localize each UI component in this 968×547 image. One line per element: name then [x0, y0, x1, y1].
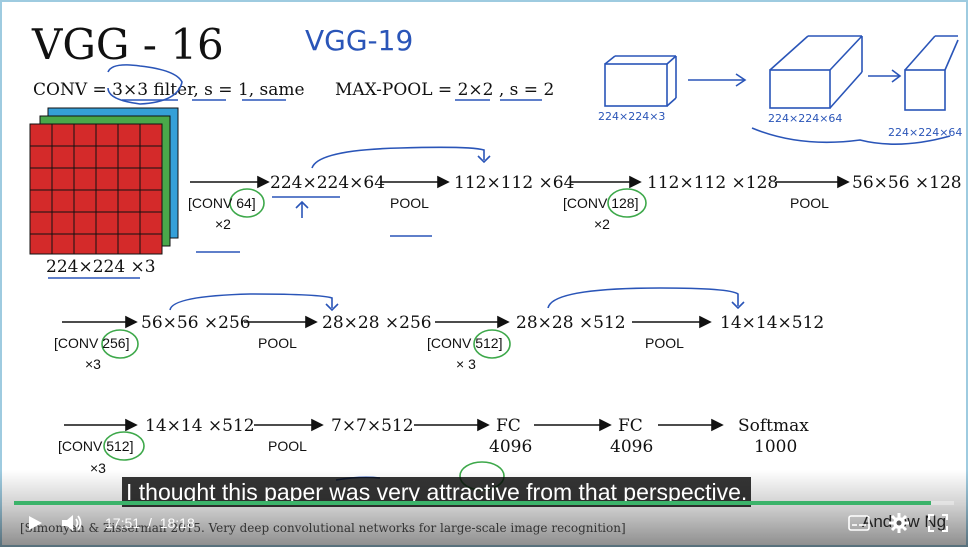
row1-v1: 224×224×64: [270, 173, 386, 193]
slide-title: VGG - 16: [32, 20, 224, 69]
row1-v3: 112×112 ×128: [647, 173, 779, 193]
handwritten-vgg19: VGG-19: [305, 24, 414, 57]
time-display: 17:51 / 18:18: [105, 515, 195, 531]
conv-rule: CONV = 3×3 filter, s = 1, same: [33, 80, 305, 100]
pool-rule: MAX-POOL = 2×2 , s = 2: [335, 80, 555, 100]
volume-icon[interactable]: [60, 512, 84, 534]
row2-v4: 14×14×512: [720, 313, 825, 333]
row3-fc2-units: 4096: [610, 437, 654, 457]
row2-rep-b: × 3: [456, 356, 476, 372]
row2-conv-a: [CONV 256]: [54, 335, 130, 351]
row1-pool-b: POOL: [790, 195, 829, 211]
row2-rep-a: ×3: [85, 356, 101, 372]
row1-conv-a: [CONV 64]: [188, 195, 256, 211]
time-separator: /: [147, 515, 152, 531]
play-icon[interactable]: [26, 513, 44, 533]
row3-fc1: FC: [496, 416, 521, 436]
progress-fill: [14, 501, 931, 505]
fullscreen-icon[interactable]: [928, 514, 948, 532]
row3-pool-a: POOL: [268, 438, 307, 454]
row2-pool-b: POOL: [645, 335, 684, 351]
row1-v4: 56×56 ×128: [852, 173, 962, 193]
current-time: 17:51: [105, 515, 141, 531]
sketch-label-2: 224×224×64: [768, 112, 843, 125]
settings-icon[interactable]: [888, 512, 910, 534]
subtitles-icon[interactable]: [848, 515, 870, 531]
row2-v2: 28×28 ×256: [322, 313, 432, 333]
row1-conv-b: [CONV 128]: [563, 195, 639, 211]
row3-softmax: Softmax: [738, 416, 809, 436]
row3-v2: 7×7×512: [331, 416, 414, 436]
row3-softmax-units: 1000: [754, 437, 798, 457]
row1-v2: 112×112 ×64: [454, 173, 575, 193]
row3-fc2: FC: [618, 416, 643, 436]
row3-conv-a: [CONV 512]: [58, 438, 134, 454]
progress-bar[interactable]: [14, 501, 954, 505]
input-size-label: 224×224 ×3: [46, 257, 156, 277]
row2-v1: 56×56 ×256: [141, 313, 251, 333]
row2-pool-a: POOL: [258, 335, 297, 351]
row3-fc1-units: 4096: [489, 437, 533, 457]
row2-conv-b: [CONV 512]: [427, 335, 503, 351]
row3-rep-a: ×3: [90, 460, 106, 476]
row1-pool-a: POOL: [390, 195, 429, 211]
duration: 18:18: [159, 515, 195, 531]
citation: [Simonyan & Zisserman 2015. Very deep co…: [20, 521, 626, 535]
sketch-label-1: 224×224×3: [598, 110, 666, 123]
sketch-label-3: 224×224×64: [888, 126, 963, 139]
row3-v1: 14×14 ×512: [145, 416, 255, 436]
row1-rep-b: ×2: [594, 216, 610, 232]
row2-v3: 28×28 ×512: [516, 313, 626, 333]
row1-rep-a: ×2: [215, 216, 231, 232]
